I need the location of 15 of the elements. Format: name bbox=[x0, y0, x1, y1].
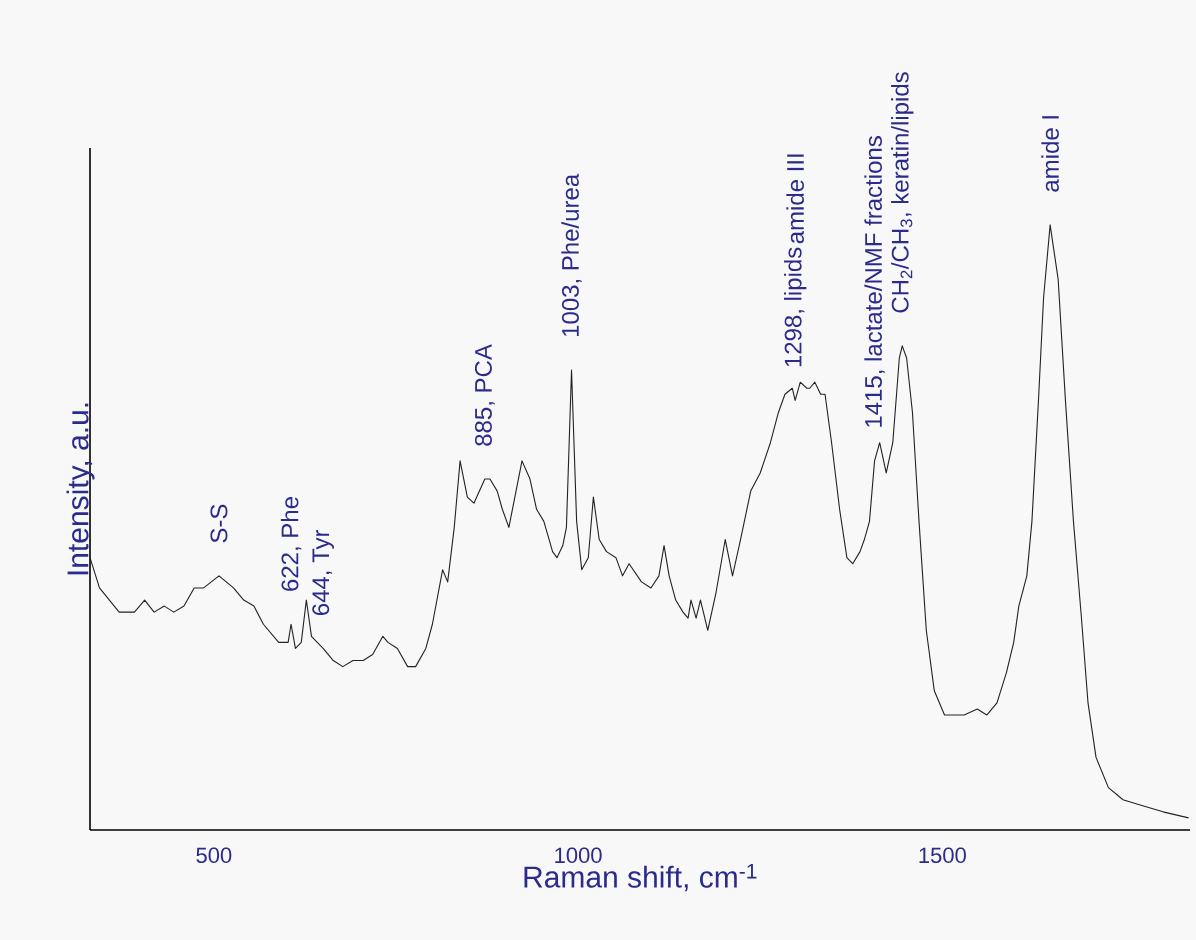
annotation: 1298, lipids bbox=[783, 247, 807, 367]
x-tick-label: 1500 bbox=[919, 847, 966, 864]
annotation: 622, Phe bbox=[280, 497, 302, 591]
annotation: 1415, lactate/NMF fractions bbox=[864, 136, 885, 427]
annotation: amide III bbox=[786, 154, 804, 244]
annotation: 1003, Phe/urea bbox=[561, 173, 582, 337]
annotation: 885, PCA bbox=[474, 344, 495, 446]
y-axis-title: Intensity, a.u. bbox=[66, 403, 95, 575]
annotation: amide I bbox=[1041, 116, 1059, 192]
annotation: CH$_{2}$/CH$_{3}$, keratin/lipids bbox=[891, 72, 914, 313]
annotation: S-S bbox=[210, 504, 228, 543]
x-tick-label: 1000 bbox=[555, 847, 602, 864]
annotation: 644, Tyr bbox=[312, 529, 334, 616]
x-tick-label: 500 bbox=[196, 847, 232, 864]
x-axis-title: Raman shift, cm$^{-1}$ bbox=[524, 863, 757, 892]
